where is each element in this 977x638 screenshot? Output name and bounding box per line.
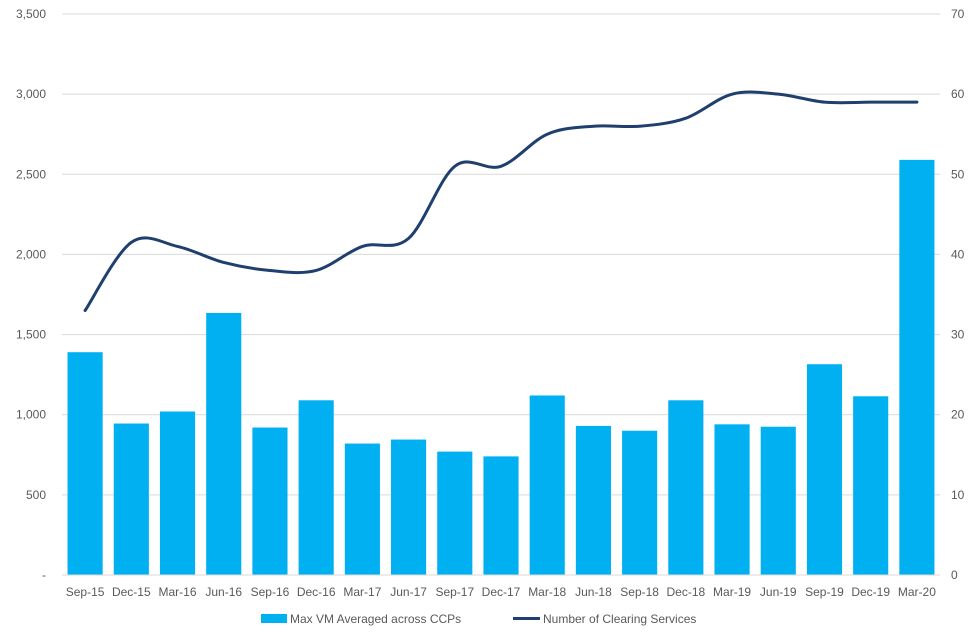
x-tick-label: Sep-19 [805, 585, 844, 599]
x-tick-label: Dec-18 [666, 585, 705, 599]
x-tick-label: Mar-20 [898, 585, 936, 599]
y-right-tick-label: 60 [951, 87, 965, 101]
legend-swatch-bar [261, 614, 287, 623]
x-tick-label: Sep-17 [435, 585, 474, 599]
x-tick-label: Mar-18 [528, 585, 566, 599]
bar [252, 427, 288, 575]
bar [113, 423, 149, 575]
bar [853, 396, 889, 575]
y-left-tick-label: 3,500 [16, 7, 46, 21]
y-right-tick-label: 30 [951, 328, 965, 342]
x-tick-label: Jun-16 [205, 585, 242, 599]
bar [622, 430, 658, 575]
x-tick-label: Dec-19 [851, 585, 890, 599]
y-right-tick-label: 50 [951, 167, 965, 181]
bar [668, 400, 704, 575]
y-axis-left-labels: - 500 1,000 1,500 2,000 2,500 3,000 3,500 [16, 7, 46, 582]
y-right-tick-label: 20 [951, 408, 965, 422]
y-left-tick-label: 2,000 [16, 247, 46, 261]
bar [344, 443, 380, 575]
y-right-tick-label: 70 [951, 7, 965, 21]
x-tick-label: Sep-16 [251, 585, 290, 599]
bar [760, 426, 796, 575]
x-tick-label: Jun-19 [760, 585, 797, 599]
bar [298, 400, 334, 575]
y-left-tick-label: 1,500 [16, 328, 46, 342]
bar [159, 411, 196, 575]
x-tick-label: Mar-19 [713, 585, 751, 599]
x-tick-label: Sep-18 [620, 585, 659, 599]
x-axis-labels: Sep-15 Dec-15 Mar-16 Jun-16 Sep-16 Dec-16 Mar-… [66, 585, 936, 599]
legend-label-bar: Max VM Averaged across CCPs [290, 612, 461, 626]
bar [575, 425, 611, 575]
y-right-tick-label: 10 [951, 488, 965, 502]
line-series [83, 90, 919, 313]
bar [391, 439, 427, 575]
x-tick-label: Dec-17 [482, 585, 521, 599]
x-tick-label: Sep-15 [66, 585, 105, 599]
y-right-tick-label: 0 [951, 568, 958, 582]
x-tick-label: Mar-16 [159, 585, 197, 599]
y-left-tick-label: 1,000 [16, 408, 46, 422]
bar-series [67, 159, 935, 576]
x-tick-label: Dec-15 [112, 585, 151, 599]
bar [899, 159, 935, 576]
y-left-tick-label: - [42, 568, 46, 582]
bar [483, 456, 519, 575]
y-left-tick-label: 3,000 [16, 87, 46, 101]
bar [437, 451, 473, 575]
x-tick-label: Jun-18 [575, 585, 612, 599]
y-axis-right-labels: 0 10 20 30 40 50 60 70 [951, 7, 965, 582]
legend: Max VM Averaged across CCPs Number of Cl… [261, 612, 696, 626]
bar [714, 424, 750, 575]
y-left-tick-label: 500 [26, 488, 46, 502]
bar [806, 364, 843, 575]
legend-label-line: Number of Clearing Services [543, 612, 696, 626]
x-tick-label: Jun-17 [390, 585, 427, 599]
x-tick-label: Dec-16 [297, 585, 336, 599]
bar [206, 312, 242, 575]
y-right-tick-label: 40 [951, 247, 965, 261]
bar [529, 395, 565, 575]
x-tick-label: Mar-17 [343, 585, 381, 599]
bar [67, 352, 103, 575]
y-left-tick-label: 2,500 [16, 167, 46, 181]
